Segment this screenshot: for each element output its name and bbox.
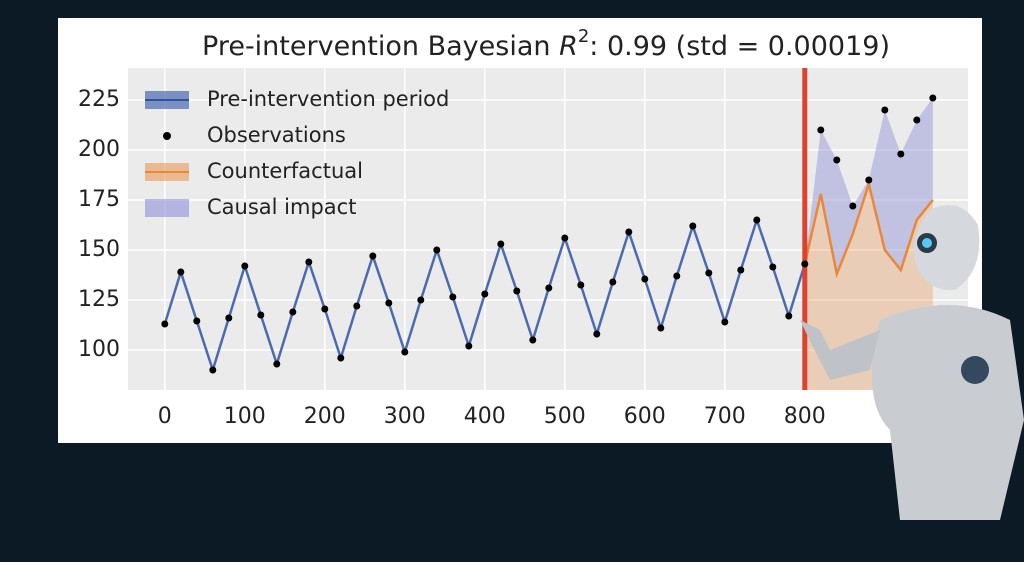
observation-dot bbox=[433, 246, 441, 254]
observation-dot bbox=[609, 278, 617, 286]
observation-dot bbox=[321, 305, 329, 313]
observation-dot bbox=[817, 126, 825, 134]
observation-dot bbox=[353, 302, 361, 310]
title-superscript: 2 bbox=[578, 26, 589, 47]
observation-dot bbox=[929, 94, 937, 102]
observation-dot bbox=[385, 299, 393, 307]
y-tick-label: 100 bbox=[78, 337, 120, 362]
legend-label: Counterfactual bbox=[207, 159, 363, 183]
observation-dot bbox=[881, 106, 889, 114]
observation-dot bbox=[481, 290, 489, 298]
observation-dot bbox=[833, 156, 841, 164]
observation-dot bbox=[561, 234, 569, 242]
x-tick-label: 0 bbox=[158, 404, 172, 429]
legend-marker bbox=[163, 132, 171, 140]
observation-dot bbox=[545, 284, 553, 292]
x-tick-label: 400 bbox=[464, 404, 506, 429]
observation-dot bbox=[897, 150, 905, 158]
observation-dot bbox=[593, 330, 601, 338]
observation-dot bbox=[305, 258, 313, 266]
observation-dot bbox=[865, 176, 873, 184]
plot: 100 125 150 175 200 225 0 100 200 300 400 500 600 700… bbox=[78, 68, 968, 429]
title-text: : 0.99 (std = 0.00019) bbox=[589, 31, 890, 62]
observation-dot bbox=[577, 281, 585, 289]
observation-dot bbox=[641, 275, 649, 283]
observation-dot bbox=[753, 216, 761, 224]
observation-dot bbox=[273, 360, 281, 368]
observation-dot bbox=[417, 296, 425, 304]
observation-dot bbox=[161, 320, 169, 328]
x-tick-label: 600 bbox=[624, 404, 666, 429]
observation-dot bbox=[401, 348, 409, 356]
y-tick-label: 200 bbox=[78, 137, 120, 162]
observation-dot bbox=[657, 324, 665, 332]
observation-dot bbox=[913, 116, 921, 124]
observation-dot bbox=[497, 240, 505, 248]
title-symbol: R bbox=[559, 31, 578, 62]
legend-label: Pre-intervention period bbox=[207, 87, 449, 111]
observation-dot bbox=[721, 318, 729, 326]
observation-dot bbox=[673, 272, 681, 280]
y-tick-label: 150 bbox=[78, 237, 120, 262]
x-tick-label: 300 bbox=[384, 404, 426, 429]
chart-title: Pre-intervention Bayesian R2: 0.99 (std … bbox=[202, 26, 890, 62]
observation-dot bbox=[529, 336, 537, 344]
observation-dot bbox=[209, 366, 217, 374]
observation-dot bbox=[289, 308, 297, 316]
observation-dot bbox=[193, 317, 201, 325]
observation-dot bbox=[225, 314, 233, 322]
y-tick-label: 225 bbox=[78, 87, 120, 112]
observation-dot bbox=[257, 311, 265, 319]
counterfactual-line bbox=[803, 179, 934, 279]
observation-dot bbox=[849, 202, 857, 210]
observation-dot bbox=[689, 222, 697, 230]
observation-dot bbox=[465, 342, 473, 350]
observation-dot bbox=[241, 262, 249, 270]
x-tick-label: 200 bbox=[304, 404, 346, 429]
x-tick-label: 800 bbox=[784, 404, 826, 429]
y-tick-label: 125 bbox=[78, 287, 120, 312]
observation-dot bbox=[513, 287, 521, 295]
legend-marker bbox=[145, 199, 189, 217]
observation-dot bbox=[337, 354, 345, 362]
observation-dot bbox=[705, 269, 713, 277]
observation-dot bbox=[737, 266, 745, 274]
observation-dot bbox=[801, 260, 809, 268]
x-tick-label: 500 bbox=[544, 404, 586, 429]
observation-dot bbox=[785, 312, 793, 320]
y-tick-label: 175 bbox=[78, 187, 120, 212]
observation-dot bbox=[769, 263, 777, 271]
legend-label: Causal impact bbox=[207, 195, 356, 219]
x-tick-label: 700 bbox=[704, 404, 746, 429]
causal-impact-area bbox=[804, 98, 933, 274]
observation-dot bbox=[177, 268, 185, 276]
observation-dot bbox=[449, 293, 457, 301]
legend-label: Observations bbox=[207, 123, 346, 147]
robot bbox=[800, 205, 1024, 520]
title-text: Pre-intervention Bayesian bbox=[202, 31, 559, 62]
x-tick-label: 100 bbox=[224, 404, 266, 429]
observation-dot bbox=[625, 228, 633, 236]
observation-dot bbox=[369, 252, 377, 260]
